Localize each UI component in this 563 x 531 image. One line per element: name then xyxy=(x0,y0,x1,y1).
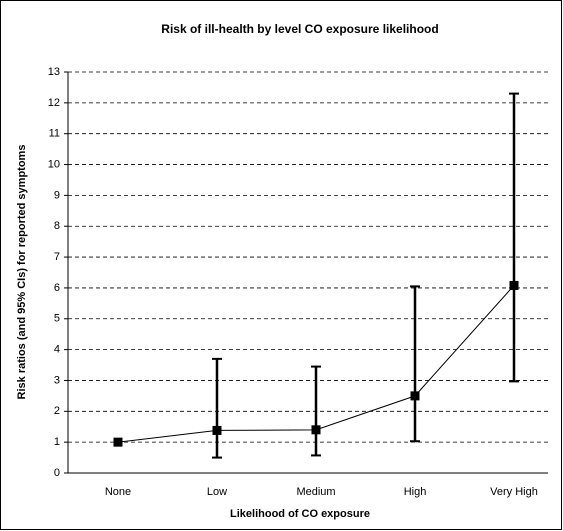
x-tick-label: Low xyxy=(207,486,227,498)
y-tick-label: 1 xyxy=(54,436,60,448)
y-tick-label: 2 xyxy=(54,405,60,417)
y-tick-label: 9 xyxy=(54,189,60,201)
y-tick-label: 13 xyxy=(48,66,60,78)
y-tick-label: 10 xyxy=(48,158,60,170)
y-tick-label: 5 xyxy=(54,313,60,325)
marker xyxy=(509,280,519,290)
y-tick-label: 8 xyxy=(54,220,60,232)
x-tick-label: Medium xyxy=(296,486,335,498)
marker xyxy=(212,425,222,435)
y-tick-label: 12 xyxy=(48,97,60,109)
marker xyxy=(113,437,123,447)
x-tick-label: High xyxy=(404,486,427,498)
y-tick-label: 6 xyxy=(54,282,60,294)
y-tick-label: 0 xyxy=(54,467,60,479)
y-tick-label: 11 xyxy=(49,128,60,140)
x-tick-label: None xyxy=(105,486,131,498)
y-tick-label: 7 xyxy=(54,251,60,263)
y-tick-label: 3 xyxy=(54,374,60,386)
y-tick-label: 4 xyxy=(54,344,60,356)
marker xyxy=(311,425,321,435)
x-axis-label: Likelihood of CO exposure xyxy=(230,508,370,520)
marker xyxy=(410,391,420,401)
y-axis-label: Risk ratios (and 95% CIs) for reported s… xyxy=(16,145,28,400)
x-tick-label: Very High xyxy=(490,486,538,498)
chart-title: Risk of ill-health by level CO exposure … xyxy=(161,22,438,36)
